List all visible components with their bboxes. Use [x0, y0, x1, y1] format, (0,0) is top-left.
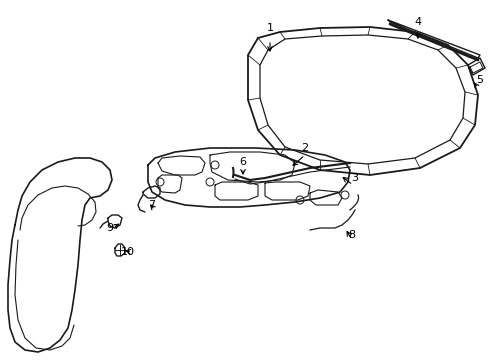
Text: 2: 2	[301, 143, 308, 153]
Text: 9: 9	[106, 223, 113, 233]
Text: 6: 6	[239, 157, 246, 167]
Text: 7: 7	[148, 200, 155, 210]
Text: 10: 10	[121, 247, 135, 257]
Text: 1: 1	[266, 23, 273, 33]
Text: 4: 4	[414, 17, 421, 27]
Text: 8: 8	[348, 230, 355, 240]
Text: 5: 5	[475, 75, 483, 85]
Text: 3: 3	[351, 173, 358, 183]
